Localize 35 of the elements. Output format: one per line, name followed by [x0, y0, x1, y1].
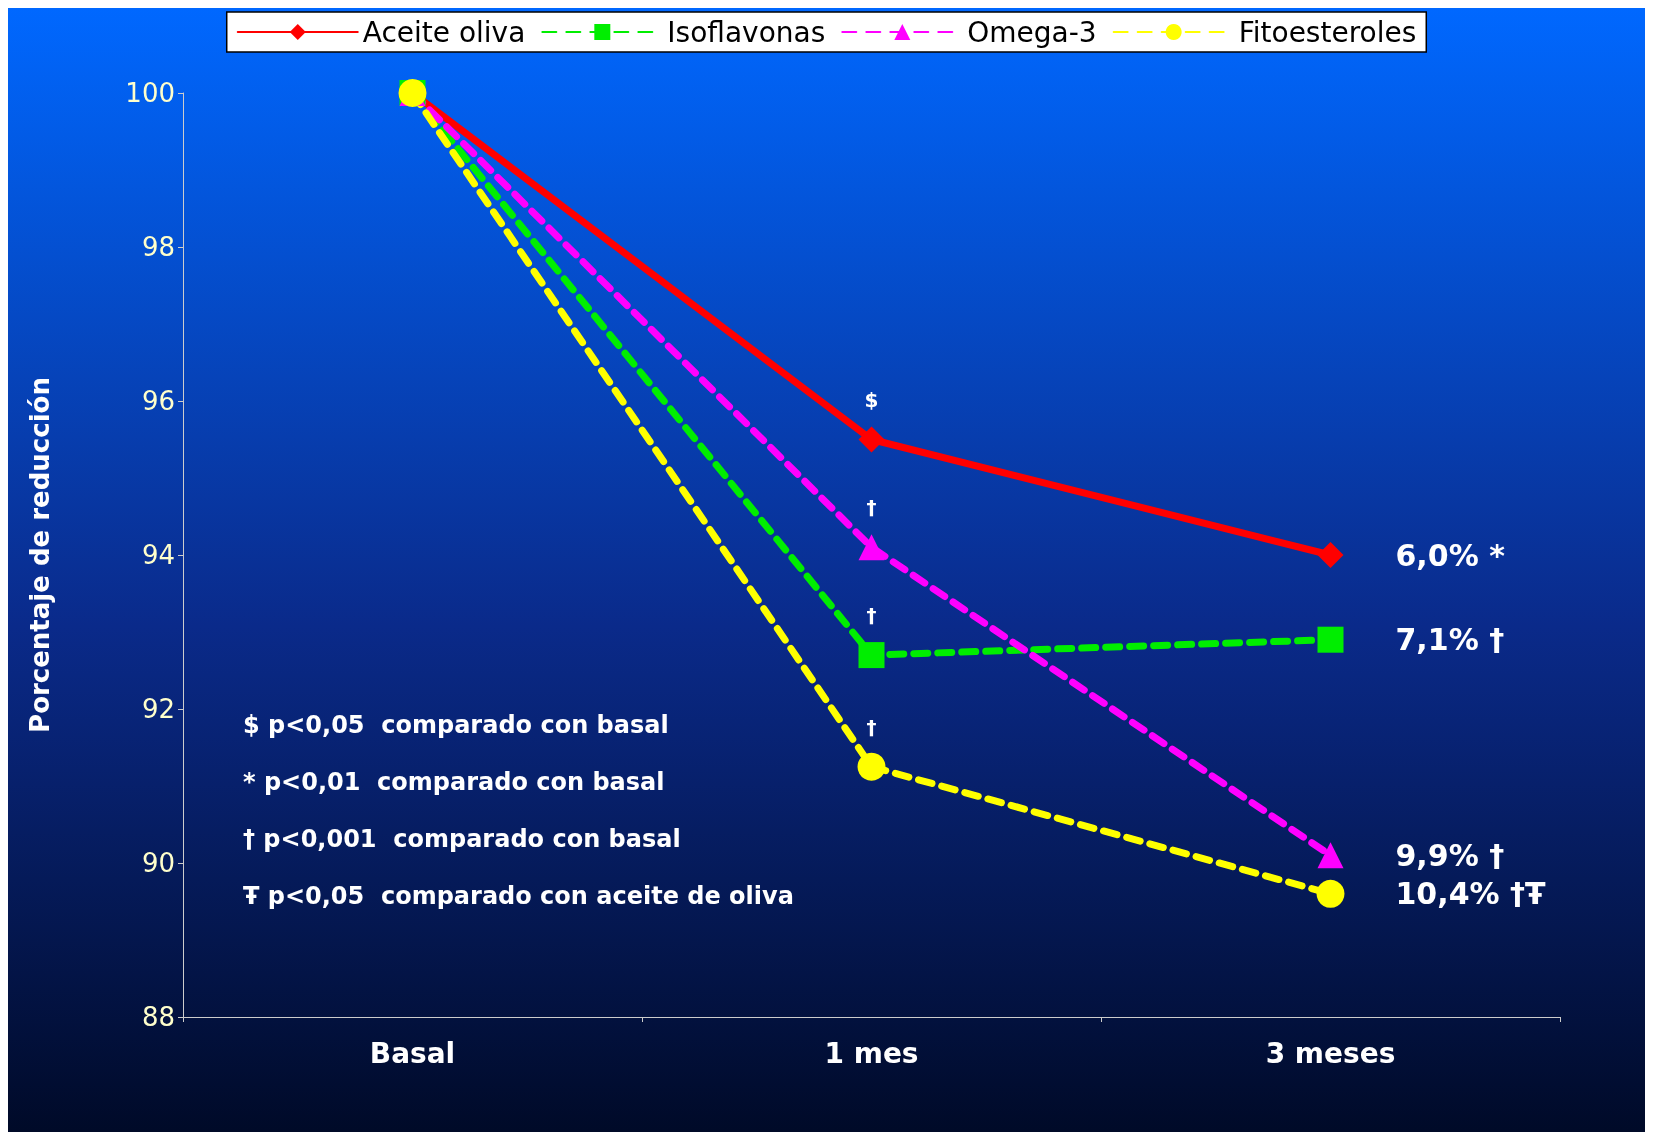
annotation: 6,0% *: [1395, 537, 1506, 573]
y-tick-label: 88: [141, 1002, 175, 1032]
annotation: Ŧ p<0,05 comparado con aceite de oliva: [243, 882, 794, 910]
annotation: † p<0,001 comparado con basal: [243, 825, 681, 853]
legend-label: Omega-3: [967, 15, 1097, 49]
annotation: 9,9% †: [1395, 837, 1505, 873]
annotation: 7,1% †: [1395, 622, 1505, 658]
x-tick-label: 3 meses: [1265, 1036, 1396, 1070]
annotation: $ p<0,05 comparado con basal: [243, 711, 669, 739]
annotation: †: [866, 495, 877, 520]
point: [858, 426, 885, 453]
x-tick-label: 1 mes: [824, 1036, 919, 1070]
point: [1317, 626, 1344, 653]
y-axis-title: Porcentaje de reducción: [25, 377, 55, 733]
annotation: †: [866, 603, 877, 628]
x-tick-label: Basal: [369, 1036, 456, 1070]
point: [858, 534, 885, 561]
point: [1317, 842, 1344, 869]
y-tick-label: 96: [141, 386, 175, 416]
annotation: †: [866, 714, 877, 739]
annotation: 10,4% †Ŧ: [1395, 876, 1547, 912]
legend-label: Fitoesteroles: [1238, 15, 1417, 49]
legend-label: Aceite oliva: [362, 15, 526, 49]
y-tick-label: 90: [141, 848, 175, 878]
y-tick-label: 92: [141, 694, 175, 724]
annotation: * p<0,01 comparado con basal: [243, 768, 665, 796]
y-tick-label: 94: [141, 540, 175, 570]
annotation: $: [864, 387, 879, 412]
point: [857, 752, 886, 781]
point: [858, 642, 885, 669]
y-tick-label: 98: [141, 232, 175, 262]
point: [1316, 879, 1345, 908]
point: [1317, 542, 1344, 568]
y-tick-label: 100: [125, 78, 175, 108]
legend-label: Isoflavonas: [667, 15, 826, 49]
